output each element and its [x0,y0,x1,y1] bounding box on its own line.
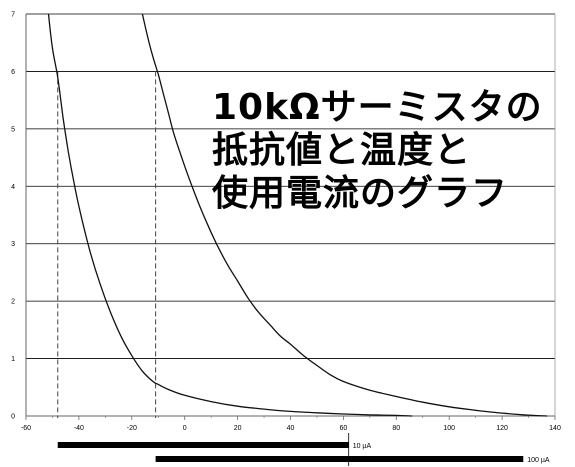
y-tick-label-0: 0 [11,414,15,421]
x-tick-label-7: 80 [392,425,400,432]
x-tick-label-1: -40 [74,425,84,432]
overlay-title-line-3: 使用電流のグラフ [212,173,509,214]
y-tick-label-3: 3 [11,241,15,248]
x-tick-label-3: 0 [183,425,187,432]
range-bar-label-1: 100 µA [527,457,550,464]
y-tick-label-6: 6 [11,69,15,76]
x-tick-label-0: -60 [21,425,31,432]
range-bars: 10 µA 100 µA [57,433,550,466]
y-tick-label-2: 2 [11,299,15,306]
x-tick-label-4: 20 [234,425,242,432]
overlay-title-line-2: 抵抗値と温度と [212,130,472,171]
overlay-title: 10kΩサーミスタの 抵抗値と温度と 使用電流のグラフ [212,86,543,215]
x-tick-label-10: 140 [549,425,561,432]
axes: 0 1 2 3 4 5 6 7 -60 -40 -20 0 20 40 60 80 100 120 140 [11,12,561,433]
curve-1 [141,13,548,417]
x-tick-label-6: 60 [340,425,348,432]
x-tick-label-8: 100 [443,425,455,432]
range-bar-1 [155,456,524,462]
dashed-markers [57,71,157,418]
overlay-title-line-1: 10kΩサーミスタの [212,87,543,128]
x-tick-label-9: 120 [496,425,508,432]
y-tick-label-5: 5 [11,126,15,133]
y-tick-label-7: 7 [11,12,15,19]
y-tick-label-4: 4 [11,184,15,191]
curve-0 [47,13,413,417]
y-tick-label-1: 1 [11,356,15,363]
curves [47,13,548,417]
range-bar-0 [57,442,349,448]
grid-lines [26,13,555,359]
x-tick-label-5: 40 [287,425,295,432]
x-tick-label-2: -20 [127,425,137,432]
range-bar-label-0: 10 µA [353,443,372,450]
